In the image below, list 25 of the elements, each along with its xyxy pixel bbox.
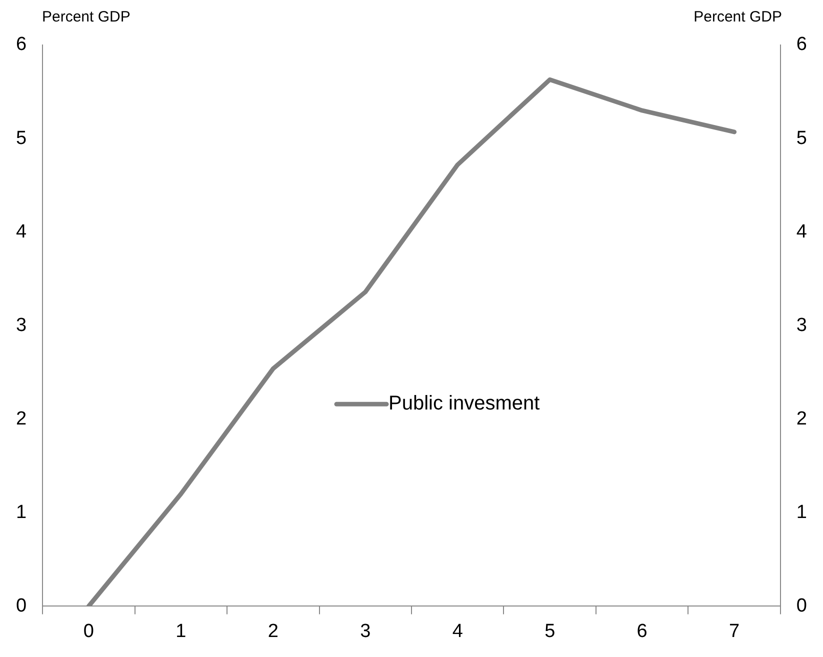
y2-tick-label: 4 bbox=[796, 221, 808, 242]
y-tick-label: 4 bbox=[16, 221, 27, 242]
y2-tick-label: 0 bbox=[796, 595, 808, 616]
x-tick-label: 1 bbox=[176, 620, 186, 642]
y-tick-label: 6 bbox=[16, 34, 27, 56]
y2-tick-label: 3 bbox=[796, 314, 808, 336]
y2-tick-label: 6 bbox=[796, 34, 808, 56]
x-tick-label: 7 bbox=[729, 620, 740, 642]
y2-axis-title: Percent GDP bbox=[694, 8, 782, 26]
y-axis-title: Percent GDP bbox=[42, 8, 130, 26]
y-tick-label: 1 bbox=[16, 502, 27, 523]
x-tick-label: 2 bbox=[268, 620, 278, 642]
x-tick-label: 4 bbox=[452, 620, 464, 642]
y2-tick-label: 1 bbox=[796, 502, 808, 523]
y2-tick-label: 2 bbox=[796, 408, 808, 430]
x-tick-label: 3 bbox=[360, 620, 371, 642]
legend-label: Public invesment bbox=[388, 392, 540, 415]
y-tick-label: 5 bbox=[16, 128, 27, 149]
y2-tick-label: 5 bbox=[796, 128, 808, 149]
y-tick-label: 0 bbox=[16, 595, 27, 616]
x-tick-label: 5 bbox=[544, 620, 556, 642]
x-tick-label: 6 bbox=[636, 620, 648, 642]
x-tick-label: 0 bbox=[83, 620, 94, 642]
y-tick-label: 2 bbox=[16, 408, 27, 430]
y-tick-label: 3 bbox=[16, 314, 27, 336]
